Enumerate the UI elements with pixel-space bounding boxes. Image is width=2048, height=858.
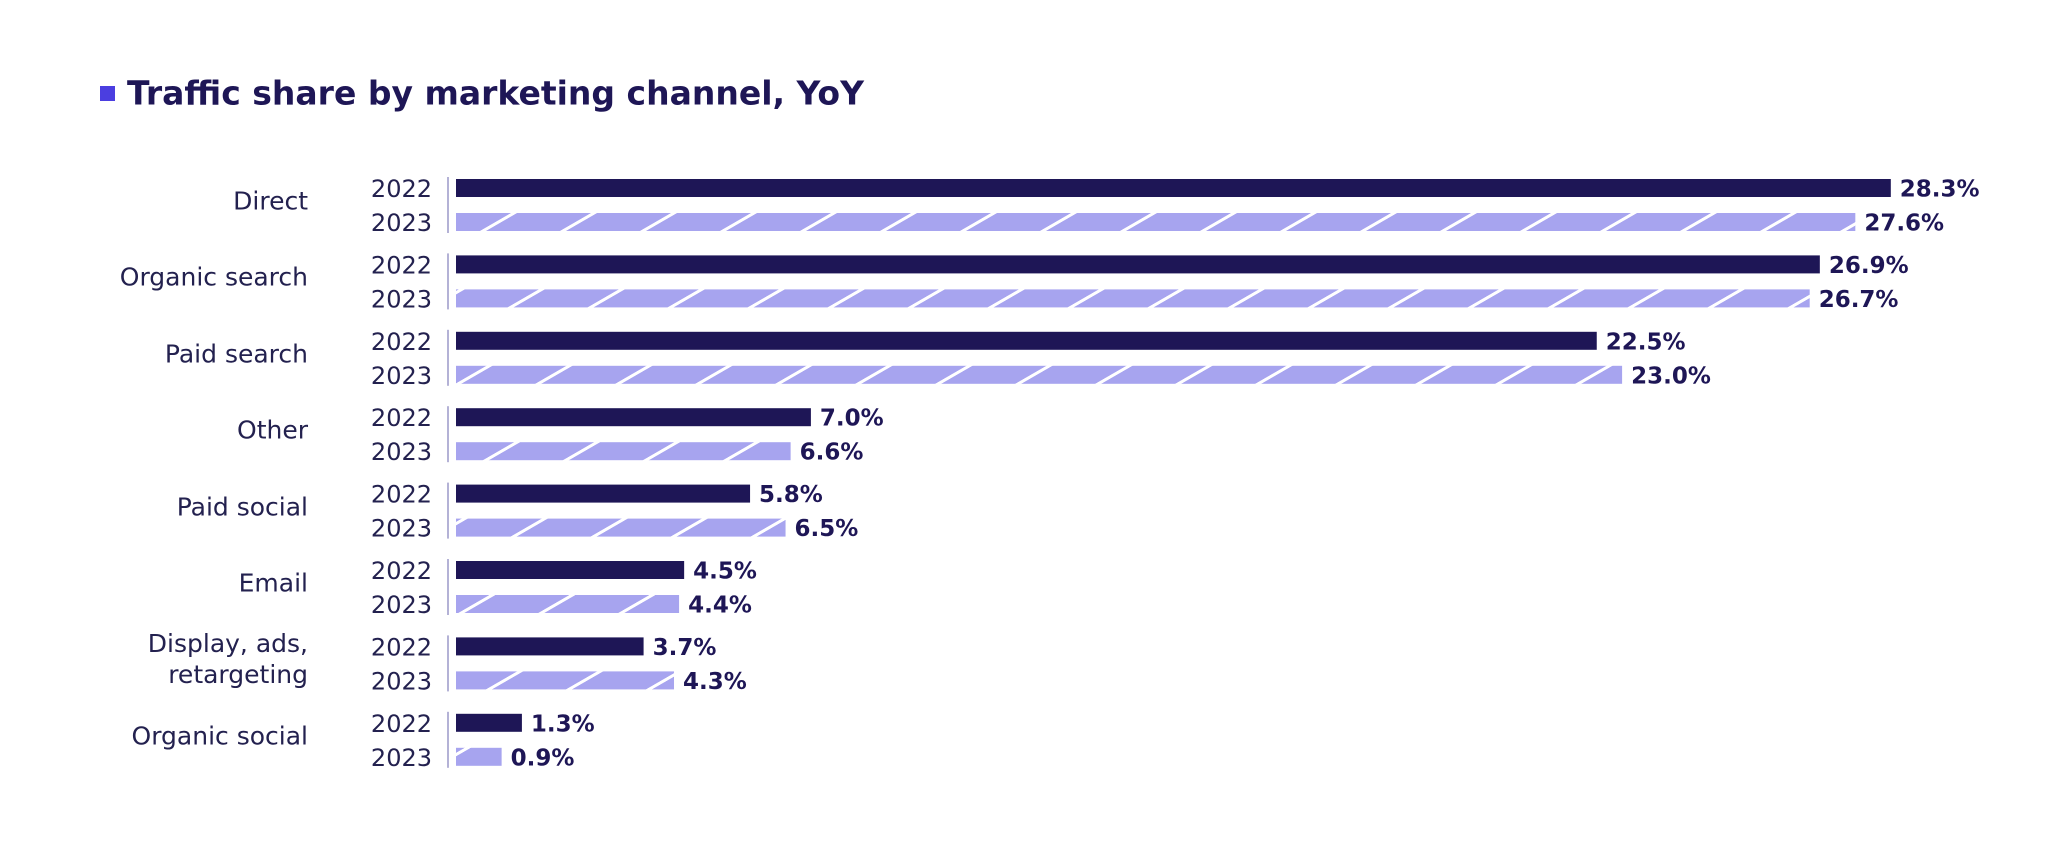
value-label: 4.3% xyxy=(683,669,747,695)
value-label: 0.9% xyxy=(511,745,575,771)
value-label: 5.8% xyxy=(759,482,823,508)
series-label: 2022 xyxy=(371,710,432,738)
series-label: 2023 xyxy=(371,591,432,619)
value-label: 26.7% xyxy=(1819,287,1899,313)
value-label: 28.3% xyxy=(1900,177,1980,203)
category-label: Paid social xyxy=(176,492,308,522)
value-label: 7.0% xyxy=(820,406,884,432)
category-label: Email xyxy=(238,568,308,598)
series-label: 2023 xyxy=(371,667,432,695)
bar xyxy=(456,442,791,461)
series-label: 2022 xyxy=(371,175,432,203)
category-label: Display, ads, retargeting xyxy=(147,629,308,690)
category-label: Paid search xyxy=(164,339,308,369)
title-marker xyxy=(100,86,115,101)
value-label: 23.0% xyxy=(1631,363,1711,389)
bar xyxy=(456,747,502,766)
bar xyxy=(456,255,1820,274)
bar xyxy=(456,595,680,613)
bar xyxy=(456,713,522,732)
value-label: 22.5% xyxy=(1606,329,1686,355)
series-label: 2022 xyxy=(371,251,432,279)
series-label: 2023 xyxy=(371,515,432,543)
series-label: 2022 xyxy=(371,633,432,661)
bar xyxy=(456,671,675,690)
bar xyxy=(456,518,786,537)
bar xyxy=(456,213,1856,231)
value-label: 3.7% xyxy=(653,635,717,661)
series-label: 2023 xyxy=(371,285,432,313)
series-label: 2023 xyxy=(371,438,432,466)
category-label: Other xyxy=(237,415,308,445)
category-label: Organic search xyxy=(119,262,308,292)
value-label: 4.4% xyxy=(688,593,752,619)
value-label: 4.5% xyxy=(693,559,757,585)
series-label: 2023 xyxy=(371,744,432,772)
series-label: 2022 xyxy=(371,481,432,509)
bar xyxy=(456,289,1810,308)
bar xyxy=(456,484,751,503)
bar xyxy=(456,179,1891,197)
bar xyxy=(456,365,1623,384)
value-label: 27.6% xyxy=(1864,211,1944,237)
bar xyxy=(456,408,811,427)
series-label: 2023 xyxy=(371,209,432,237)
category-label: Organic social xyxy=(131,721,308,751)
bar xyxy=(456,331,1597,350)
value-label: 1.3% xyxy=(531,711,595,737)
bar xyxy=(456,561,685,579)
series-label: 2023 xyxy=(371,362,432,390)
series-label: 2022 xyxy=(371,557,432,585)
value-label: 26.9% xyxy=(1829,253,1909,279)
value-label: 6.5% xyxy=(795,516,859,542)
value-label: 6.6% xyxy=(800,440,864,466)
chart-title: Traffic share by marketing channel, YoY xyxy=(127,74,865,113)
bar xyxy=(456,637,644,656)
series-label: 2022 xyxy=(371,404,432,432)
series-label: 2022 xyxy=(371,328,432,356)
category-label: Direct xyxy=(233,186,308,216)
